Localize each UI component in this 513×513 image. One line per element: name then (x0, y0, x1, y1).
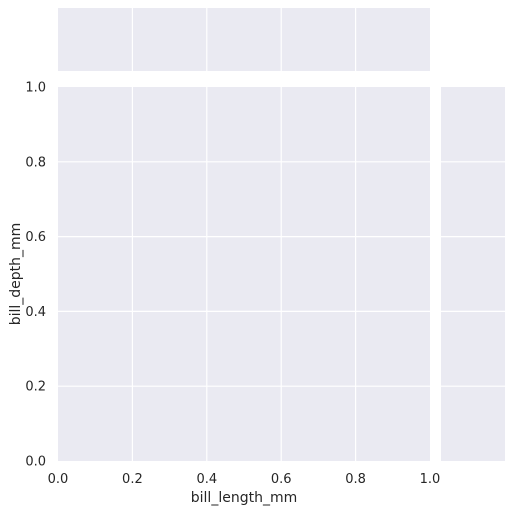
x-tick-labels: 0.0 0.2 0.4 0.6 0.8 1.0 (48, 472, 441, 487)
top-marginal-plot-area (58, 8, 430, 71)
x-tick-label: 1.0 (420, 472, 441, 487)
x-tick-label: 0.8 (345, 472, 366, 487)
x-tick-label: 0.0 (48, 472, 69, 487)
y-tick-label: 0.8 (25, 155, 46, 170)
y-tick-label: 0.6 (25, 230, 46, 245)
joint-axes: 0.0 0.2 0.4 0.6 0.8 1.0 0.0 0.2 0.4 0.6 0.8 1.0 (25, 81, 440, 488)
x-tick-label: 0.4 (196, 472, 217, 487)
y-tick-label: 1.0 (25, 81, 46, 96)
x-axis-label: bill_length_mm (191, 490, 297, 506)
joint-plot-area (58, 87, 430, 461)
y-tick-label: 0.0 (25, 455, 46, 470)
joint-gridlines (58, 87, 430, 461)
right-marginal-plot-area (441, 87, 505, 461)
y-tick-labels: 0.0 0.2 0.4 0.6 0.8 1.0 (25, 81, 46, 470)
y-tick-label: 0.2 (25, 380, 46, 395)
y-tick-label: 0.4 (25, 305, 46, 320)
top-marginal-axes (58, 8, 430, 71)
right-marginal-gridlines (441, 161, 505, 387)
y-axis-label: bill_depth_mm (8, 223, 24, 326)
top-marginal-gridlines (131, 8, 357, 71)
right-marginal-axes (441, 87, 505, 461)
x-tick-label: 0.2 (122, 472, 143, 487)
x-tick-label: 0.6 (271, 472, 292, 487)
